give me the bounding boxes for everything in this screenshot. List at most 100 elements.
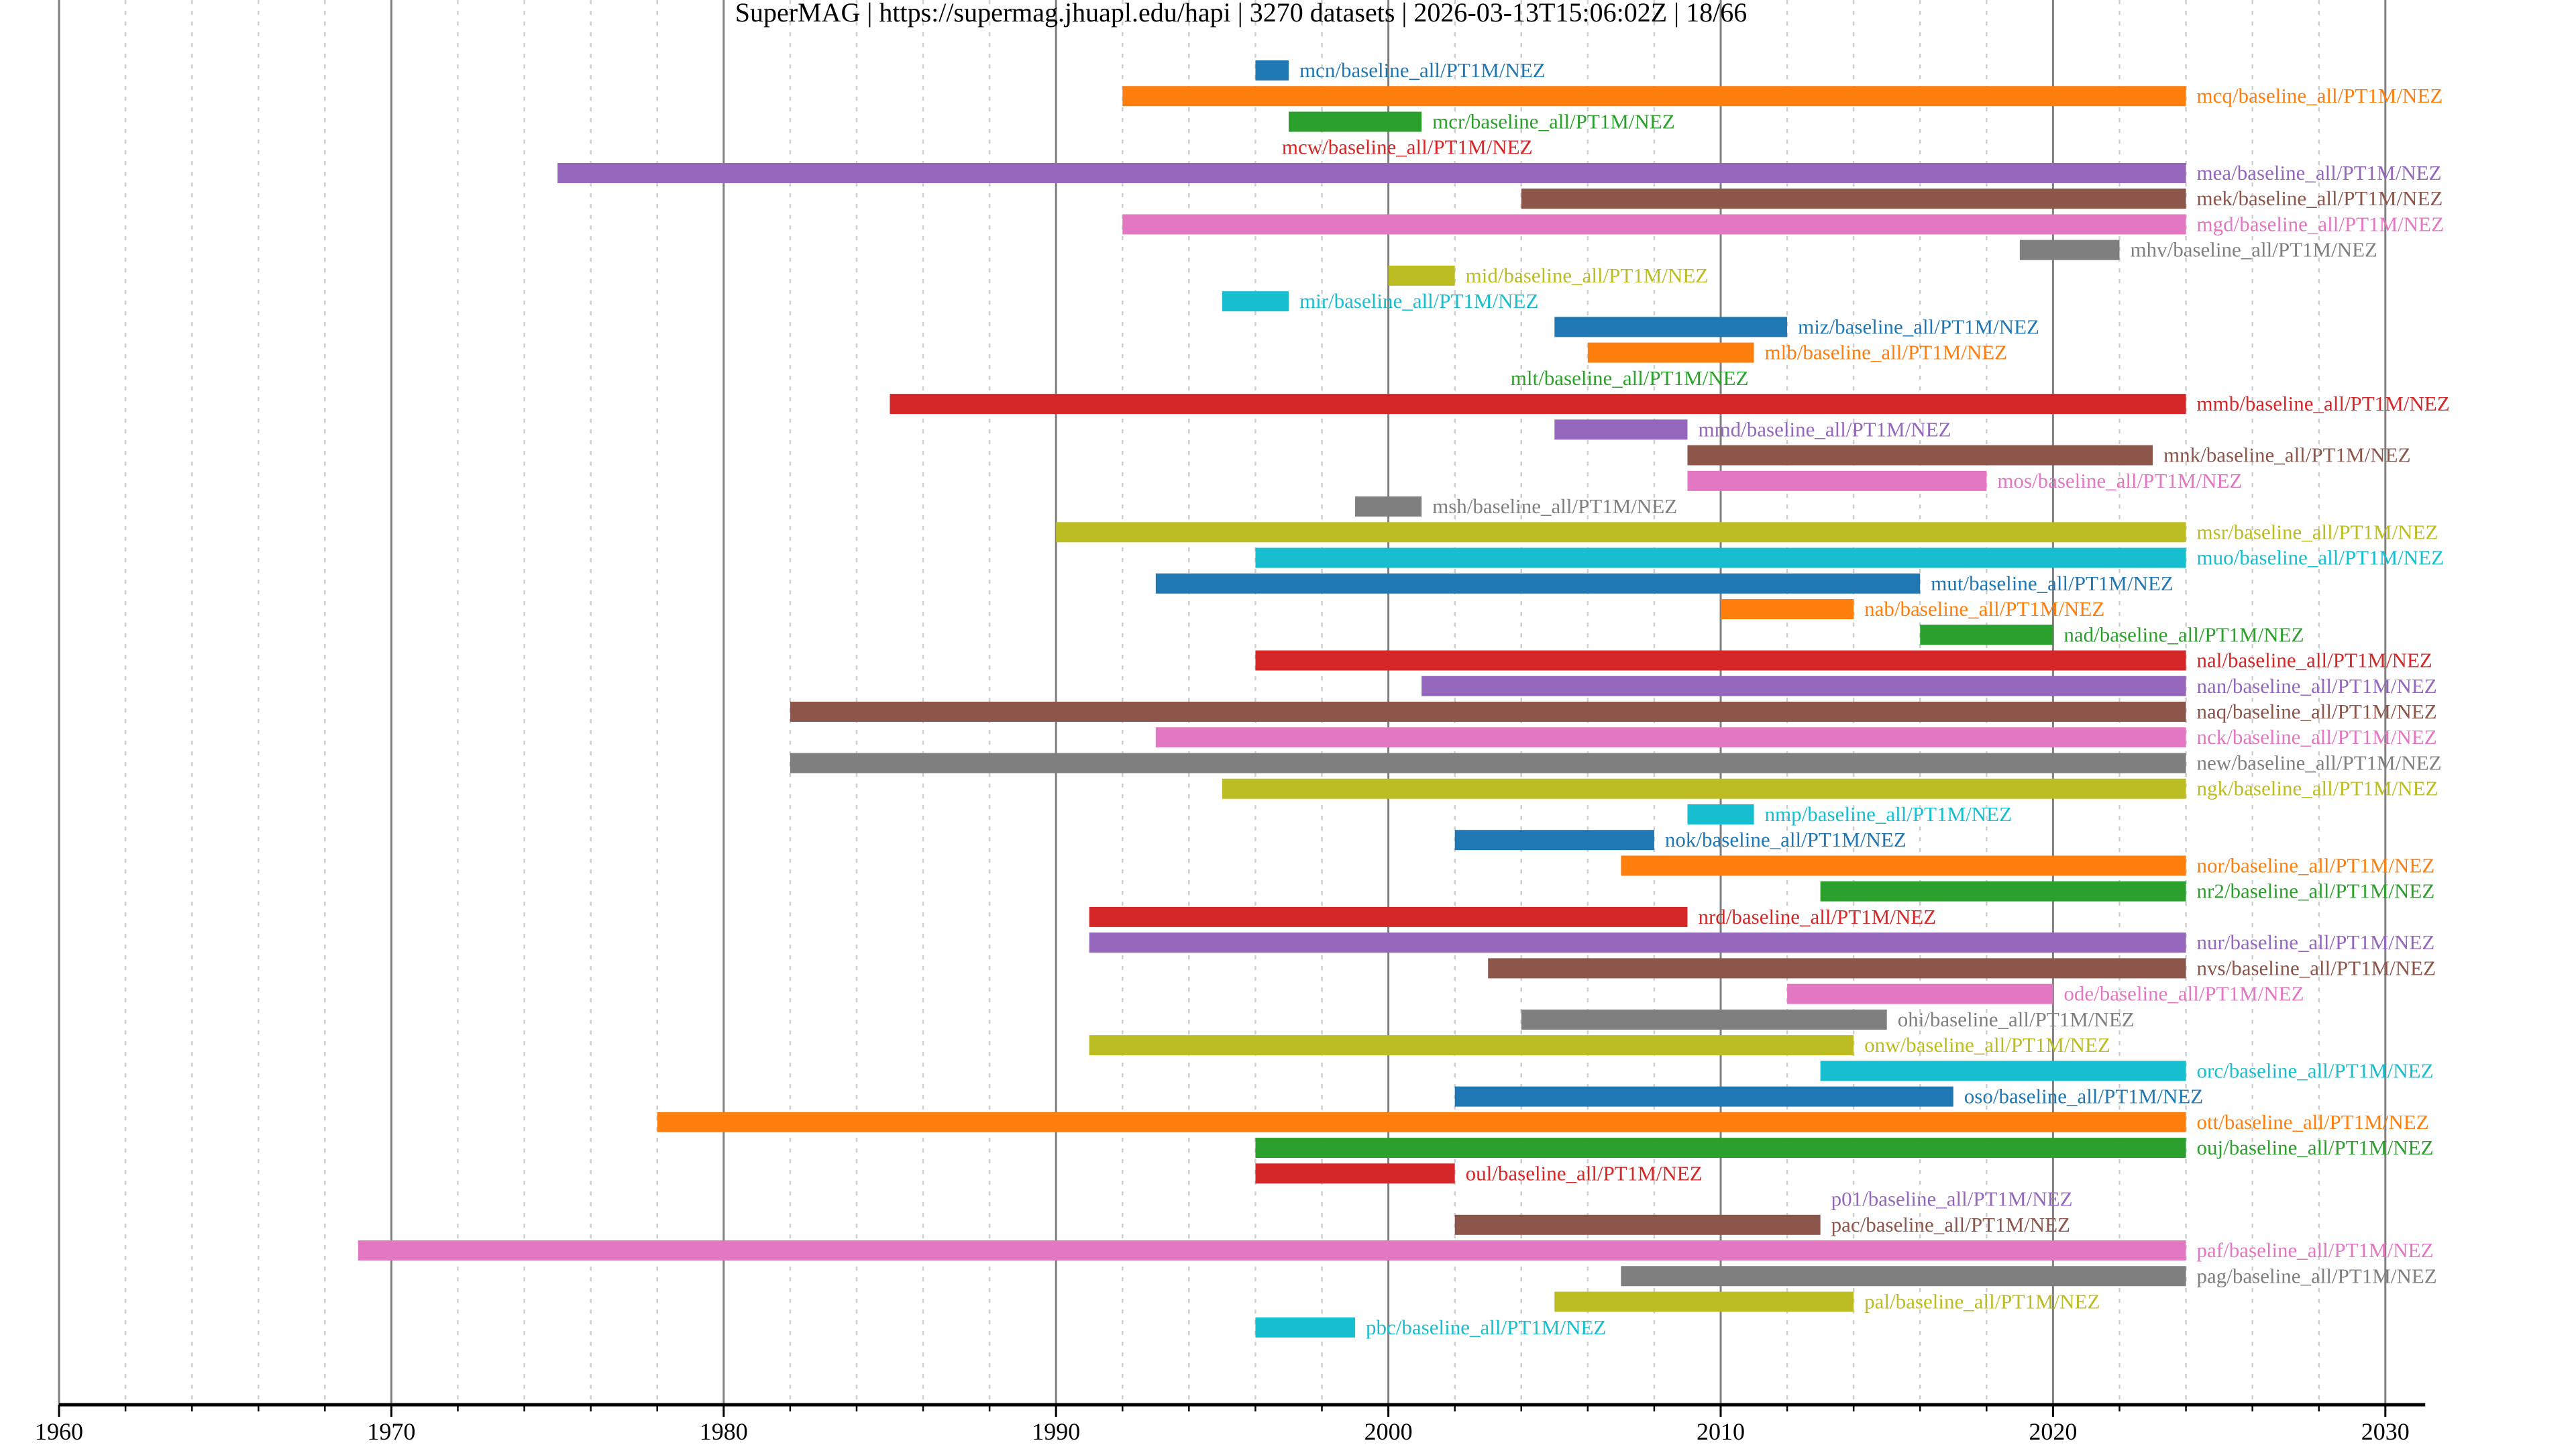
timeline-bar [1787, 983, 2053, 1004]
timeline-bar [657, 1112, 2186, 1132]
timeline-bar [1089, 906, 1688, 927]
timeline-bar [1388, 265, 1455, 286]
timeline-bar [790, 702, 2186, 722]
timeline-bar [1288, 111, 1422, 132]
timeline-bar [1089, 1035, 1854, 1056]
bar-label: nal/baseline_all/PT1M/NEZ [2197, 649, 2432, 672]
chart-title: SuperMAG | https://supermag.jhuapl.edu/h… [735, 0, 1748, 28]
bar-label: msr/baseline_all/PT1M/NEZ [2197, 520, 2438, 543]
x-tick-label: 1960 [35, 1418, 83, 1445]
x-tick-label: 2010 [1697, 1418, 1745, 1445]
timeline-bar [1155, 727, 2186, 748]
timeline-bar [557, 162, 2186, 183]
bar-label: mmd/baseline_all/PT1M/NEZ [1698, 417, 1951, 441]
bar-label: pag/baseline_all/PT1M/NEZ [2197, 1264, 2437, 1287]
bar-label: mos/baseline_all/PT1M/NEZ [1997, 469, 2242, 492]
bar-label: mcr/baseline_all/PT1M/NEZ [1432, 109, 1675, 133]
bar-label: paf/baseline_all/PT1M/NEZ [2197, 1238, 2434, 1262]
bar-label: nor/baseline_all/PT1M/NEZ [2197, 853, 2435, 877]
timeline-bar [1454, 1086, 1953, 1107]
bar-label: mcq/baseline_all/PT1M/NEZ [2197, 84, 2443, 107]
bar-label: mnk/baseline_all/PT1M/NEZ [2163, 443, 2411, 467]
timeline-bar [1587, 342, 1754, 363]
timeline-bar [1222, 291, 1289, 312]
timeline-bar [1155, 573, 1921, 594]
timeline-bar [2019, 239, 2120, 260]
x-tick-label: 1970 [367, 1418, 415, 1445]
x-tick-label: 1980 [700, 1418, 748, 1445]
bar-label: mea/baseline_all/PT1M/NEZ [2197, 161, 2442, 184]
timeline-bar [1421, 676, 2186, 696]
timeline-bar [1355, 496, 1422, 517]
timeline-bar [1521, 1009, 1887, 1030]
timeline-bar [1488, 958, 2186, 979]
timeline-bar [790, 753, 2186, 773]
timeline-bar [1255, 547, 2186, 568]
bar-label: nmp/baseline_all/PT1M/NEZ [1765, 802, 2012, 826]
bar-label: ohi/baseline_all/PT1M/NEZ [1898, 1008, 2135, 1031]
bar-label: ott/baseline_all/PT1M/NEZ [2197, 1110, 2429, 1134]
bar-label: nab/baseline_all/PT1M/NEZ [1864, 597, 2104, 621]
timeline-bar [1687, 470, 1987, 491]
bar-label: pal/baseline_all/PT1M/NEZ [1864, 1290, 2100, 1313]
bar-label: oul/baseline_all/PT1M/NEZ [1466, 1161, 1703, 1185]
bar-label: mut/baseline_all/PT1M/NEZ [1931, 572, 2174, 595]
bar-label: mek/baseline_all/PT1M/NEZ [2197, 186, 2443, 210]
bar-label: mmb/baseline_all/PT1M/NEZ [2197, 392, 2450, 415]
timeline-bar [1255, 1163, 1455, 1184]
x-tick-label: 2020 [2029, 1418, 2077, 1445]
bar-label: nur/baseline_all/PT1M/NEZ [2197, 930, 2435, 954]
timeline-bar [1554, 419, 1688, 440]
bar-label: orc/baseline_all/PT1M/NEZ [2197, 1059, 2434, 1082]
timeline-bar [1454, 830, 1654, 851]
timeline-bar [1820, 881, 2186, 902]
timeline-bar [1687, 445, 2153, 466]
bar-label: mlb/baseline_all/PT1M/NEZ [1765, 341, 2008, 364]
bars [358, 60, 2186, 1338]
timeline-bar [1255, 1138, 2186, 1159]
bar-label: p01/baseline_all/PT1M/NEZ [1831, 1187, 2073, 1211]
timeline-bar [1255, 60, 1289, 80]
timeline-bar [1089, 932, 2186, 953]
bar-label: mid/baseline_all/PT1M/NEZ [1466, 264, 1709, 287]
bar-label: onw/baseline_all/PT1M/NEZ [1864, 1033, 2110, 1057]
bar-label: nvs/baseline_all/PT1M/NEZ [2197, 956, 2436, 979]
timeline-bar [1621, 855, 2186, 876]
timeline-bar [1122, 86, 2186, 107]
x-axis: 1960 1970 1980 1990 2000 2010 2020 2030 [35, 1403, 2426, 1445]
timeline-bar [1521, 189, 2186, 209]
x-tick-label: 1990 [1032, 1418, 1080, 1445]
bar-label: pbc/baseline_all/PT1M/NEZ [1366, 1316, 1606, 1339]
bar-label: naq/baseline_all/PT1M/NEZ [2197, 700, 2437, 723]
x-tick-label: 2000 [1364, 1418, 1413, 1445]
bar-label: miz/baseline_all/PT1M/NEZ [1798, 315, 2039, 338]
bar-label: msh/baseline_all/PT1M/NEZ [1432, 494, 1677, 518]
bar-label: ouj/baseline_all/PT1M/NEZ [2197, 1136, 2434, 1159]
bar-label: oso/baseline_all/PT1M/NEZ [1964, 1085, 2203, 1108]
timeline-bar [1122, 214, 2186, 235]
bar-labels: mcn/baseline_all/PT1M/NEZ mcq/baseline_al… [1282, 58, 2450, 1339]
bar-label: mhv/baseline_all/PT1M/NEZ [2130, 238, 2377, 262]
bar-label: pac/baseline_all/PT1M/NEZ [1831, 1213, 2070, 1236]
timeline-bar [358, 1240, 2186, 1261]
bar-label: nck/baseline_all/PT1M/NEZ [2197, 725, 2437, 749]
timeline-bar [1255, 650, 2186, 671]
bar-label: nan/baseline_all/PT1M/NEZ [2197, 674, 2437, 698]
bar-label: mcn/baseline_all/PT1M/NEZ [1299, 58, 1546, 82]
timeline-bar [1721, 599, 1854, 620]
bar-label: muo/baseline_all/PT1M/NEZ [2197, 546, 2445, 570]
timeline-bar [1920, 625, 2053, 645]
bar-label: nr2/baseline_all/PT1M/NEZ [2197, 879, 2435, 903]
bar-label: nad/baseline_all/PT1M/NEZ [2063, 623, 2304, 646]
timeline-bar [1687, 804, 1754, 824]
timeline-bar [1222, 778, 2186, 799]
bar-label: ngk/baseline_all/PT1M/NEZ [2197, 777, 2438, 800]
bar-label: mlt/baseline_all/PT1M/NEZ [1511, 366, 1749, 390]
timeline-bar [890, 394, 2186, 415]
bar-label: mgd/baseline_all/PT1M/NEZ [2197, 212, 2445, 235]
timeline-bar [1454, 1214, 1821, 1235]
bar-label: mir/baseline_all/PT1M/NEZ [1299, 289, 1538, 313]
bar-label: nok/baseline_all/PT1M/NEZ [1665, 828, 1907, 851]
bar-label: nrd/baseline_all/PT1M/NEZ [1698, 905, 1936, 928]
